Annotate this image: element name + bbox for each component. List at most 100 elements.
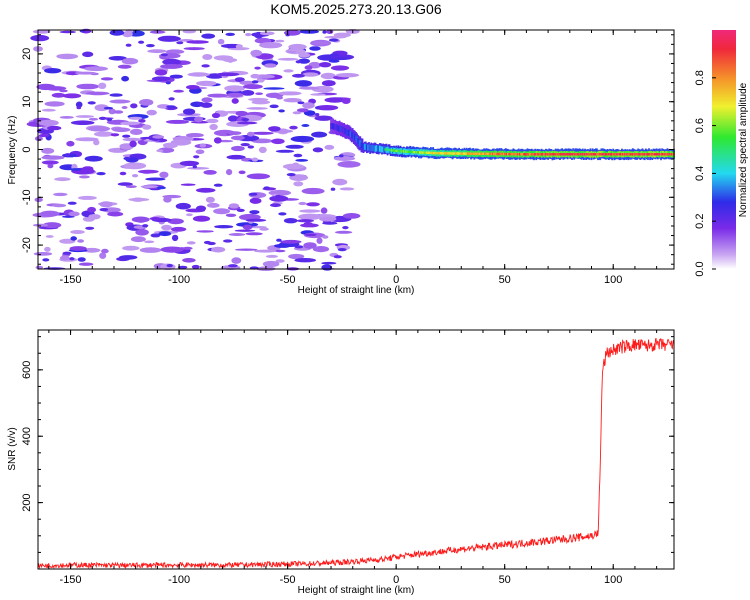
ridge-core [628, 153, 631, 156]
x-tick-label: -50 [280, 274, 296, 286]
noise-blob [54, 177, 71, 182]
ridge-core [517, 153, 520, 156]
ridge-mid [357, 138, 360, 144]
noise-blob [201, 33, 216, 39]
noise-blob [33, 223, 49, 227]
ridge-core [611, 153, 613, 156]
colorbar-gradient [712, 30, 736, 269]
noise-spot [251, 80, 259, 84]
ridge-core [559, 153, 561, 156]
noise-blob [250, 73, 260, 79]
ridge-core [437, 152, 440, 155]
noise-blob [249, 197, 262, 204]
ridge-core [551, 153, 554, 156]
noise-spot [201, 64, 210, 68]
ridge-core [425, 151, 428, 154]
noise-blob [144, 240, 155, 244]
snr-y-ticks: 200 400 600 [21, 336, 674, 570]
noise-blob [128, 197, 150, 202]
noise-blob [173, 89, 185, 93]
spectrogram-x-label: Height of straight line (km) [298, 285, 415, 296]
noise-blob [262, 260, 280, 268]
noise-blob [70, 236, 77, 241]
ridge-core [639, 153, 642, 156]
ridge-core [487, 152, 490, 156]
spectrogram-ridge [330, 118, 675, 161]
ridge-core [498, 152, 501, 156]
noise-blob [297, 101, 305, 105]
ridge-core [462, 152, 465, 155]
noise-blob [119, 171, 127, 176]
ridge-mid [347, 129, 350, 136]
noise-blob [228, 203, 240, 209]
ridge-core [583, 153, 585, 156]
ridge-core [635, 153, 637, 156]
noise-blob [139, 136, 154, 140]
noise-blob [62, 93, 82, 99]
noise-blob [235, 248, 258, 251]
noise-blob [245, 218, 267, 222]
ridge-core [651, 153, 654, 156]
ridge-core [552, 153, 555, 156]
ridge-core [389, 149, 392, 152]
noise-blob [77, 195, 97, 200]
ridge-mid [370, 145, 373, 151]
ridge-core [564, 153, 567, 156]
noise-blob [75, 137, 99, 142]
noise-blob [277, 57, 299, 61]
noise-blob [186, 40, 209, 44]
noise-blob [246, 107, 268, 110]
noise-blob [207, 202, 220, 208]
noise-spot [336, 218, 345, 222]
noise-blob [122, 245, 140, 251]
noise-blob [109, 29, 125, 36]
noise-blob [246, 173, 271, 180]
noise-blob [259, 42, 283, 49]
noise-blob [196, 230, 214, 233]
noise-blob [326, 29, 334, 34]
ridge-mid [332, 123, 335, 130]
ridge-mid [379, 145, 381, 152]
noise-blob [270, 203, 281, 208]
colorbar-ticks: 0.0 0.2 0.4 0.6 0.8 [694, 70, 716, 277]
noise-blob [182, 29, 196, 34]
noise-blob [293, 153, 303, 158]
ridge-core [623, 153, 625, 156]
ridge-core [601, 153, 604, 156]
ridge-core [652, 153, 655, 156]
noise-blob [70, 230, 85, 234]
noise-blob [337, 161, 361, 168]
noise-blob [34, 197, 43, 203]
noise-spot [62, 251, 72, 255]
noise-blob [234, 229, 256, 232]
ridge-mid [380, 146, 382, 153]
noise-blob [88, 126, 111, 132]
ridge-core [408, 150, 411, 153]
noise-spot [322, 30, 327, 34]
noise-blob [195, 187, 216, 193]
noise-spot [236, 208, 245, 212]
ridge-core [490, 152, 493, 156]
ridge-core [616, 153, 619, 156]
noise-blob [304, 233, 317, 237]
noise-spot [337, 248, 347, 252]
ridge-core [398, 149, 401, 153]
ridge-core [548, 153, 551, 156]
noise-blob [283, 98, 302, 103]
noise-blob [258, 146, 267, 154]
ridge-core [604, 153, 607, 156]
ridge-core [545, 153, 547, 156]
ridge-core [618, 153, 621, 156]
noise-blob [146, 109, 157, 116]
noise-spot [160, 53, 168, 57]
ridge-core [485, 152, 488, 155]
noise-blob [274, 249, 286, 253]
noise-blob [227, 131, 242, 136]
noise-blob [152, 135, 165, 139]
ridge-core [426, 151, 429, 154]
ridge-core [538, 153, 541, 156]
colorbar-tick-label: 0.0 [694, 261, 706, 276]
ridge-core [434, 151, 437, 155]
noise-blob [130, 103, 138, 109]
ridge-mid [348, 130, 351, 137]
